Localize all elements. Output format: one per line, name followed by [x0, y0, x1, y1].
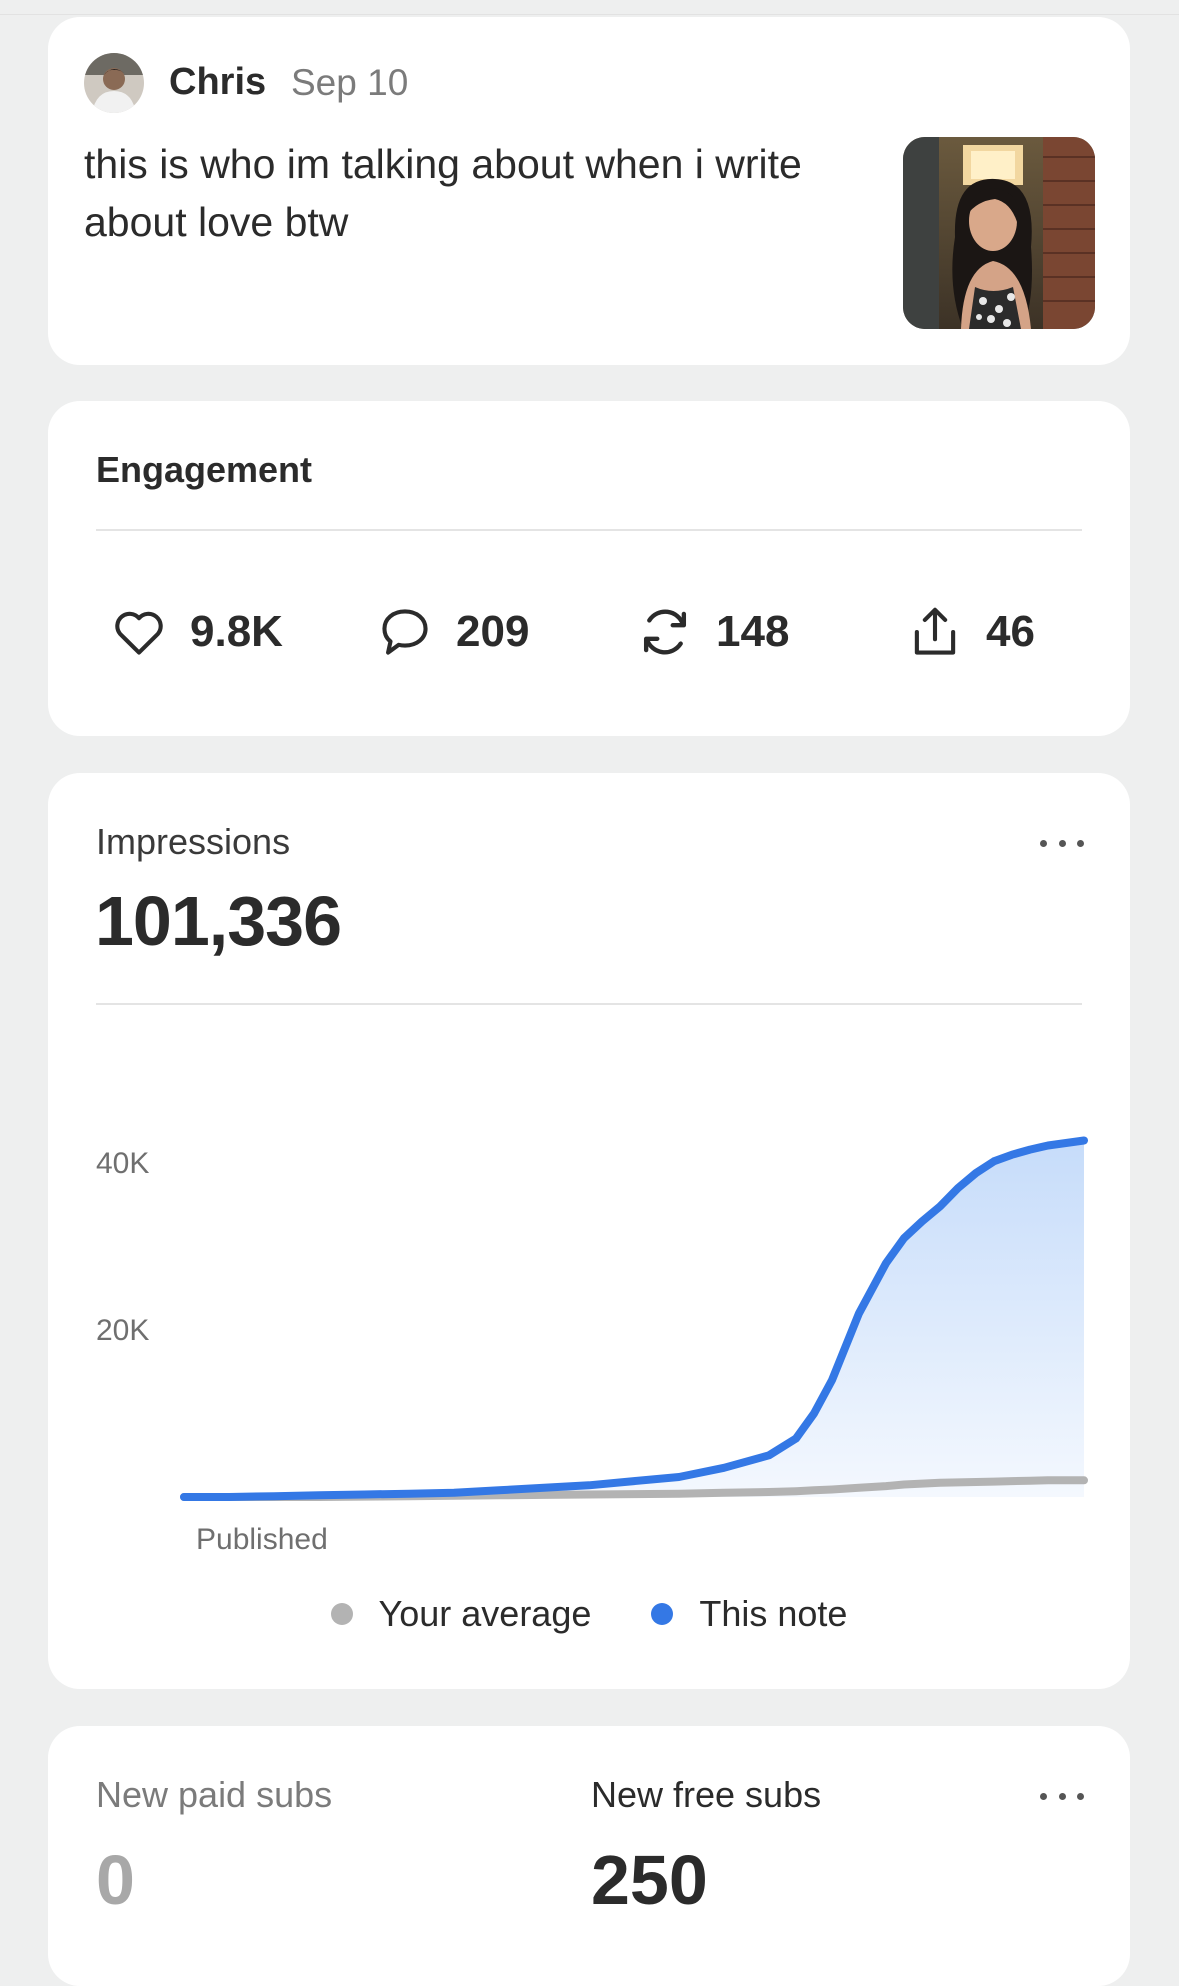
heart-icon [115, 611, 163, 655]
shares-count: 46 [986, 607, 1035, 656]
comment-icon [382, 609, 428, 655]
legend-label-this-note: This note [699, 1593, 848, 1634]
engagement-card: Engagement 9.8K 209 148 46 [48, 401, 1130, 736]
more-icon[interactable] [1034, 828, 1090, 858]
legend-label-average: Your average [378, 1593, 592, 1634]
subs-card: New paid subs 0 New free subs 250 [48, 1726, 1130, 1986]
share-icon [914, 607, 956, 655]
this-note-area [184, 1140, 1084, 1497]
comments-count: 209 [456, 607, 530, 656]
chart-legend: Your average This note [48, 1593, 1130, 1635]
legend-item-average[interactable]: Your average [330, 1593, 592, 1635]
author-name[interactable]: Chris [169, 61, 267, 103]
free-subs-label: New free subs [591, 1774, 822, 1815]
restacks-stat[interactable]: 148 [636, 597, 789, 667]
engagement-title: Engagement [96, 449, 313, 490]
x-tick-label: Published [196, 1523, 328, 1556]
comments-stat[interactable]: 209 [376, 597, 529, 667]
impressions-divider [96, 1003, 1082, 1005]
average-dot [330, 1603, 353, 1625]
likes-count: 9.8K [190, 607, 283, 656]
restacks-count: 148 [716, 607, 790, 656]
note-card[interactable]: Chris Sep 10 this is who im talking abou… [48, 17, 1130, 365]
this-note-dot [651, 1603, 674, 1625]
impressions-label: Impressions [96, 821, 291, 862]
this-note-line [180, 1136, 1088, 1501]
y-tick-label: 20K [96, 1314, 149, 1347]
post-date: Sep 10 [291, 62, 409, 103]
free-subs-value: 250 [591, 1841, 708, 1919]
note-photo[interactable] [903, 137, 1095, 329]
shares-stat[interactable]: 46 [906, 597, 1035, 667]
note-text: this is who im talking about when i writ… [84, 141, 802, 245]
impressions-chart: 20K 40K Published [96, 1136, 1088, 1556]
top-divider [0, 14, 1179, 15]
subs-more-icon[interactable] [1034, 1781, 1090, 1811]
paid-subs-value: 0 [96, 1841, 135, 1919]
paid-subs-label: New paid subs [96, 1774, 333, 1815]
impressions-card: Impressions 101,336 20K 40K Published You… [48, 773, 1130, 1689]
legend-item-this-note[interactable]: This note [651, 1593, 847, 1635]
restack-icon [643, 609, 687, 655]
engagement-divider [96, 529, 1082, 531]
likes-stat[interactable]: 9.8K [110, 597, 283, 667]
y-tick-label: 40K [96, 1147, 149, 1180]
impressions-total: 101,336 [95, 882, 342, 960]
avatar[interactable] [84, 53, 144, 113]
